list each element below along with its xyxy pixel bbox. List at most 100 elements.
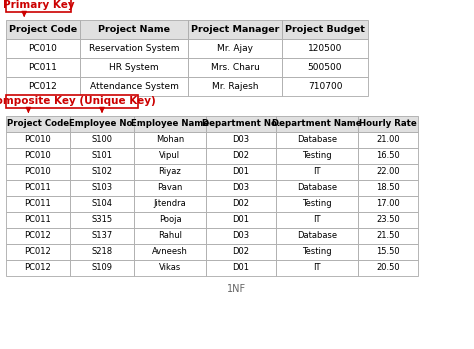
Text: S101: S101 <box>91 151 112 161</box>
Bar <box>206 196 276 212</box>
Text: 120500: 120500 <box>308 44 342 53</box>
Text: 23.50: 23.50 <box>376 215 400 224</box>
Text: D01: D01 <box>233 263 249 273</box>
Bar <box>70 148 134 164</box>
Bar <box>6 39 80 58</box>
Bar <box>276 132 358 148</box>
Text: PC010: PC010 <box>25 135 51 144</box>
Bar <box>276 228 358 244</box>
Text: Avneesh: Avneesh <box>152 247 188 257</box>
Text: PC012: PC012 <box>25 263 51 273</box>
Text: PC012: PC012 <box>28 82 57 91</box>
Bar <box>206 260 276 276</box>
Text: Testing: Testing <box>302 151 332 161</box>
Bar <box>6 116 70 132</box>
Text: Testing: Testing <box>302 247 332 257</box>
Text: 500500: 500500 <box>308 63 342 72</box>
Bar <box>80 39 188 58</box>
Bar <box>134 180 206 196</box>
Bar <box>134 228 206 244</box>
Bar <box>70 260 134 276</box>
Text: Vikas: Vikas <box>159 263 181 273</box>
Text: PC012: PC012 <box>25 231 51 240</box>
Text: S218: S218 <box>91 247 112 257</box>
Text: S109: S109 <box>91 263 112 273</box>
Bar <box>6 260 70 276</box>
Text: S100: S100 <box>91 135 112 144</box>
Text: Database: Database <box>297 231 337 240</box>
Text: Project Code: Project Code <box>9 25 77 34</box>
Bar <box>206 228 276 244</box>
Text: D03: D03 <box>232 184 250 193</box>
Bar <box>206 116 276 132</box>
Bar <box>80 77 188 96</box>
Bar <box>358 132 418 148</box>
Bar <box>358 212 418 228</box>
Text: S104: S104 <box>91 200 112 208</box>
Text: Project Budget: Project Budget <box>285 25 365 34</box>
Text: 17.00: 17.00 <box>376 200 400 208</box>
Bar <box>276 212 358 228</box>
Text: 16.50: 16.50 <box>376 151 400 161</box>
Bar <box>134 244 206 260</box>
Bar <box>70 132 134 148</box>
Bar <box>134 164 206 180</box>
Bar <box>134 148 206 164</box>
Text: Mrs. Charu: Mrs. Charu <box>210 63 259 72</box>
Bar <box>6 95 138 108</box>
Bar <box>276 164 358 180</box>
Bar <box>188 77 282 96</box>
Text: Department Name: Department Name <box>272 119 362 128</box>
Bar <box>282 77 368 96</box>
Bar <box>70 196 134 212</box>
Text: PC011: PC011 <box>25 184 51 193</box>
Bar <box>358 228 418 244</box>
Text: PC010: PC010 <box>25 168 51 177</box>
Text: Project Manager: Project Manager <box>191 25 279 34</box>
Text: 22.00: 22.00 <box>376 168 400 177</box>
Text: Mr. Ajay: Mr. Ajay <box>217 44 253 53</box>
Bar <box>6 244 70 260</box>
Bar <box>6 180 70 196</box>
Bar <box>276 180 358 196</box>
Bar <box>80 58 188 77</box>
Text: 15.50: 15.50 <box>376 247 400 257</box>
Bar <box>276 244 358 260</box>
Text: D02: D02 <box>233 151 249 161</box>
Text: Jitendra: Jitendra <box>154 200 186 208</box>
Bar <box>282 58 368 77</box>
Bar <box>134 212 206 228</box>
Bar <box>276 260 358 276</box>
Text: D01: D01 <box>233 215 249 224</box>
Bar <box>358 116 418 132</box>
Bar <box>276 196 358 212</box>
Text: S315: S315 <box>91 215 112 224</box>
Bar <box>276 148 358 164</box>
Text: Rahul: Rahul <box>158 231 182 240</box>
Text: Database: Database <box>297 135 337 144</box>
Bar <box>134 116 206 132</box>
Text: Employee Name: Employee Name <box>131 119 209 128</box>
Bar <box>134 132 206 148</box>
Text: S102: S102 <box>91 168 112 177</box>
Bar <box>70 180 134 196</box>
Bar <box>188 39 282 58</box>
Text: PC011: PC011 <box>28 63 57 72</box>
Bar <box>6 132 70 148</box>
Text: PC010: PC010 <box>25 151 51 161</box>
Text: S137: S137 <box>91 231 113 240</box>
Text: S103: S103 <box>91 184 112 193</box>
Bar <box>6 212 70 228</box>
Bar <box>282 39 368 58</box>
Bar <box>276 116 358 132</box>
Bar <box>282 20 368 39</box>
Bar <box>206 180 276 196</box>
Text: D03: D03 <box>232 231 250 240</box>
Bar <box>188 20 282 39</box>
Bar <box>206 132 276 148</box>
Bar <box>70 212 134 228</box>
Bar <box>134 260 206 276</box>
Text: Mohan: Mohan <box>156 135 184 144</box>
Bar <box>206 164 276 180</box>
Bar <box>70 164 134 180</box>
